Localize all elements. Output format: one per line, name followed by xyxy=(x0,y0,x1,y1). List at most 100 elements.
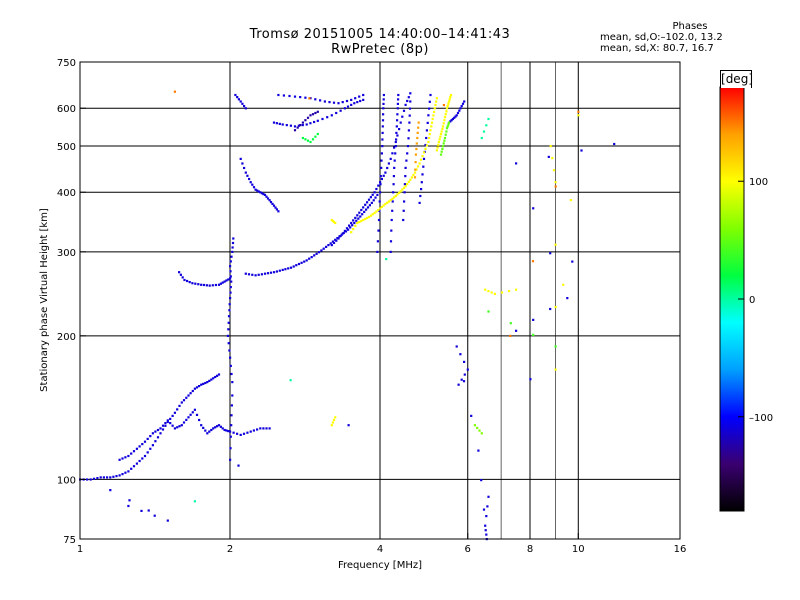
data-point xyxy=(231,246,234,249)
data-point xyxy=(277,93,280,97)
data-point xyxy=(430,121,434,124)
data-point xyxy=(347,424,350,427)
data-point xyxy=(356,221,359,225)
data-point xyxy=(408,121,411,124)
data-point xyxy=(263,193,267,196)
data-point xyxy=(296,126,299,129)
data-point xyxy=(254,274,257,277)
data-point xyxy=(99,476,102,479)
data-point xyxy=(500,291,504,294)
data-point xyxy=(356,214,359,217)
data-point xyxy=(382,204,385,207)
data-point xyxy=(407,96,410,99)
data-point xyxy=(86,478,89,481)
data-point xyxy=(463,360,466,363)
data-point xyxy=(441,125,445,128)
data-point xyxy=(314,135,317,138)
data-point xyxy=(406,99,409,103)
data-point xyxy=(409,100,412,103)
data-point xyxy=(363,210,366,213)
data-point xyxy=(211,284,214,287)
data-point xyxy=(381,119,385,122)
data-point xyxy=(415,147,418,151)
data-point xyxy=(332,220,336,224)
data-point xyxy=(171,414,174,417)
data-point xyxy=(257,273,260,276)
data-point xyxy=(372,199,375,202)
data-point xyxy=(373,211,376,215)
data-point xyxy=(348,224,351,227)
data-point xyxy=(421,155,424,158)
data-point xyxy=(371,213,374,216)
data-point xyxy=(577,110,580,113)
data-point xyxy=(420,188,423,191)
data-point xyxy=(401,115,404,118)
data-point xyxy=(551,157,554,160)
colorbar-tick-label: –100 xyxy=(749,413,773,424)
data-point xyxy=(115,475,118,478)
data-point xyxy=(102,476,105,479)
data-point xyxy=(455,345,458,348)
data-point xyxy=(112,475,115,478)
data-point xyxy=(266,272,270,275)
data-point xyxy=(244,171,247,174)
data-point xyxy=(422,165,425,168)
data-point xyxy=(200,283,203,286)
data-point xyxy=(381,131,384,134)
data-point xyxy=(549,307,552,311)
data-point xyxy=(399,190,402,193)
data-point xyxy=(408,114,411,117)
data-point xyxy=(477,449,480,452)
data-point xyxy=(361,213,364,216)
data-point xyxy=(444,133,447,136)
data-point xyxy=(480,136,483,140)
data-point xyxy=(316,110,319,113)
data-point xyxy=(229,447,232,450)
data-point xyxy=(306,116,310,119)
data-point xyxy=(458,109,461,112)
data-point xyxy=(381,138,384,141)
data-point xyxy=(445,130,448,133)
y-tick-label: 200 xyxy=(57,332,76,343)
y-tick-label: 500 xyxy=(57,142,76,153)
data-point xyxy=(210,378,213,381)
data-point xyxy=(380,177,383,181)
data-point xyxy=(345,227,349,230)
data-point xyxy=(249,181,252,184)
data-point xyxy=(337,102,340,105)
data-point xyxy=(380,166,383,169)
data-point xyxy=(202,382,205,385)
scatter-points xyxy=(79,90,616,541)
data-point xyxy=(194,282,197,285)
data-point xyxy=(187,394,190,397)
data-point xyxy=(406,145,410,148)
data-point xyxy=(234,93,237,97)
data-point xyxy=(419,158,423,161)
data-point xyxy=(389,250,392,253)
data-point xyxy=(212,377,215,380)
data-point xyxy=(138,445,141,448)
data-point xyxy=(461,102,465,105)
x-tick-label: 10 xyxy=(572,544,585,555)
data-point xyxy=(435,149,438,152)
data-point xyxy=(316,119,319,122)
data-point xyxy=(257,190,260,193)
data-point xyxy=(269,201,273,204)
data-point xyxy=(227,430,230,433)
data-point xyxy=(121,457,124,460)
data-point xyxy=(358,220,361,224)
data-point xyxy=(446,105,449,108)
data-point xyxy=(227,315,231,318)
data-point xyxy=(228,349,231,352)
data-point xyxy=(329,242,332,245)
data-point xyxy=(204,429,207,432)
data-point xyxy=(440,150,443,153)
data-point xyxy=(393,159,396,162)
data-point xyxy=(332,418,336,421)
chart-subtitle: RwPretec (8p) xyxy=(331,42,429,57)
data-point xyxy=(347,228,350,231)
data-point xyxy=(365,208,368,211)
y-tick-label: 400 xyxy=(57,188,76,199)
colorbar-unit: [deg] xyxy=(720,70,753,88)
data-point xyxy=(260,192,263,195)
